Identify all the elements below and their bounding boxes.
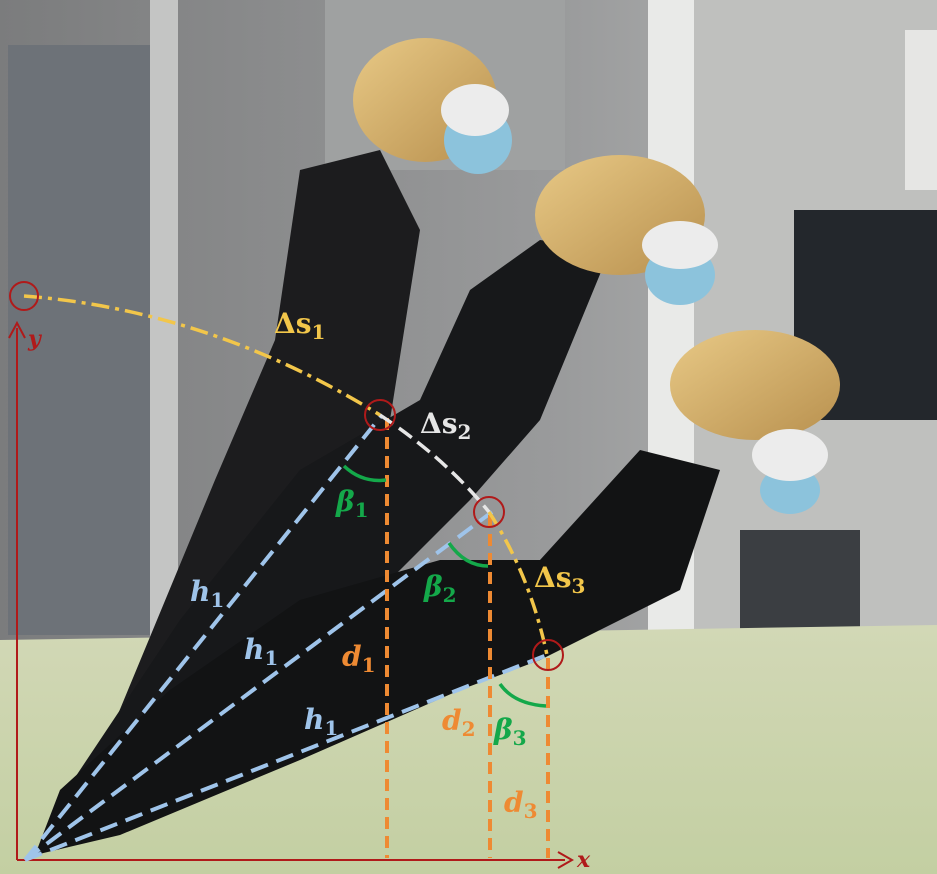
equipment-rack — [740, 530, 860, 640]
label-h1-b: h1 — [244, 633, 278, 670]
hypotenuse-line-1 — [23, 413, 384, 862]
x-axis — [17, 851, 575, 869]
joint-marker-3 — [532, 639, 564, 671]
label-ds1: Δs1 — [274, 307, 325, 344]
joint-marker-1 — [364, 399, 396, 431]
label-beta2: β2 — [423, 570, 457, 607]
height-lines — [385, 418, 550, 858]
trajectory-segment-3 — [487, 511, 549, 656]
sign — [905, 30, 937, 190]
label-beta1: β1 — [335, 485, 369, 522]
label-ds2: Δs2 — [420, 407, 471, 444]
label-h1-a: h1 — [190, 575, 224, 612]
label-h1-c: h1 — [304, 703, 338, 740]
joint-marker-2 — [473, 496, 505, 528]
axis-label-x: x — [576, 847, 591, 873]
hypotenuse-lines — [23, 413, 548, 862]
label-d1: d1 — [342, 640, 376, 677]
axis-label-y: y — [27, 326, 43, 352]
trajectory-segment-2 — [379, 413, 491, 514]
person-stage-1 — [40, 38, 512, 840]
person-stage-3 — [35, 330, 840, 855]
label-d3: d3 — [504, 786, 538, 823]
label-d2: d2 — [442, 704, 476, 741]
trajectory-segment-1 — [23, 294, 381, 417]
origin-marker — [9, 281, 39, 311]
door — [8, 45, 158, 635]
y-axis — [8, 320, 26, 860]
angle-arc-beta1 — [342, 464, 387, 483]
angle-arc-beta3 — [498, 682, 547, 708]
hypotenuse-line-2 — [23, 510, 494, 862]
label-ds3: Δs3 — [534, 561, 585, 598]
hypotenuse-line-3 — [24, 653, 548, 862]
angle-arc-beta2 — [447, 541, 489, 568]
label-beta3: β3 — [493, 713, 527, 750]
